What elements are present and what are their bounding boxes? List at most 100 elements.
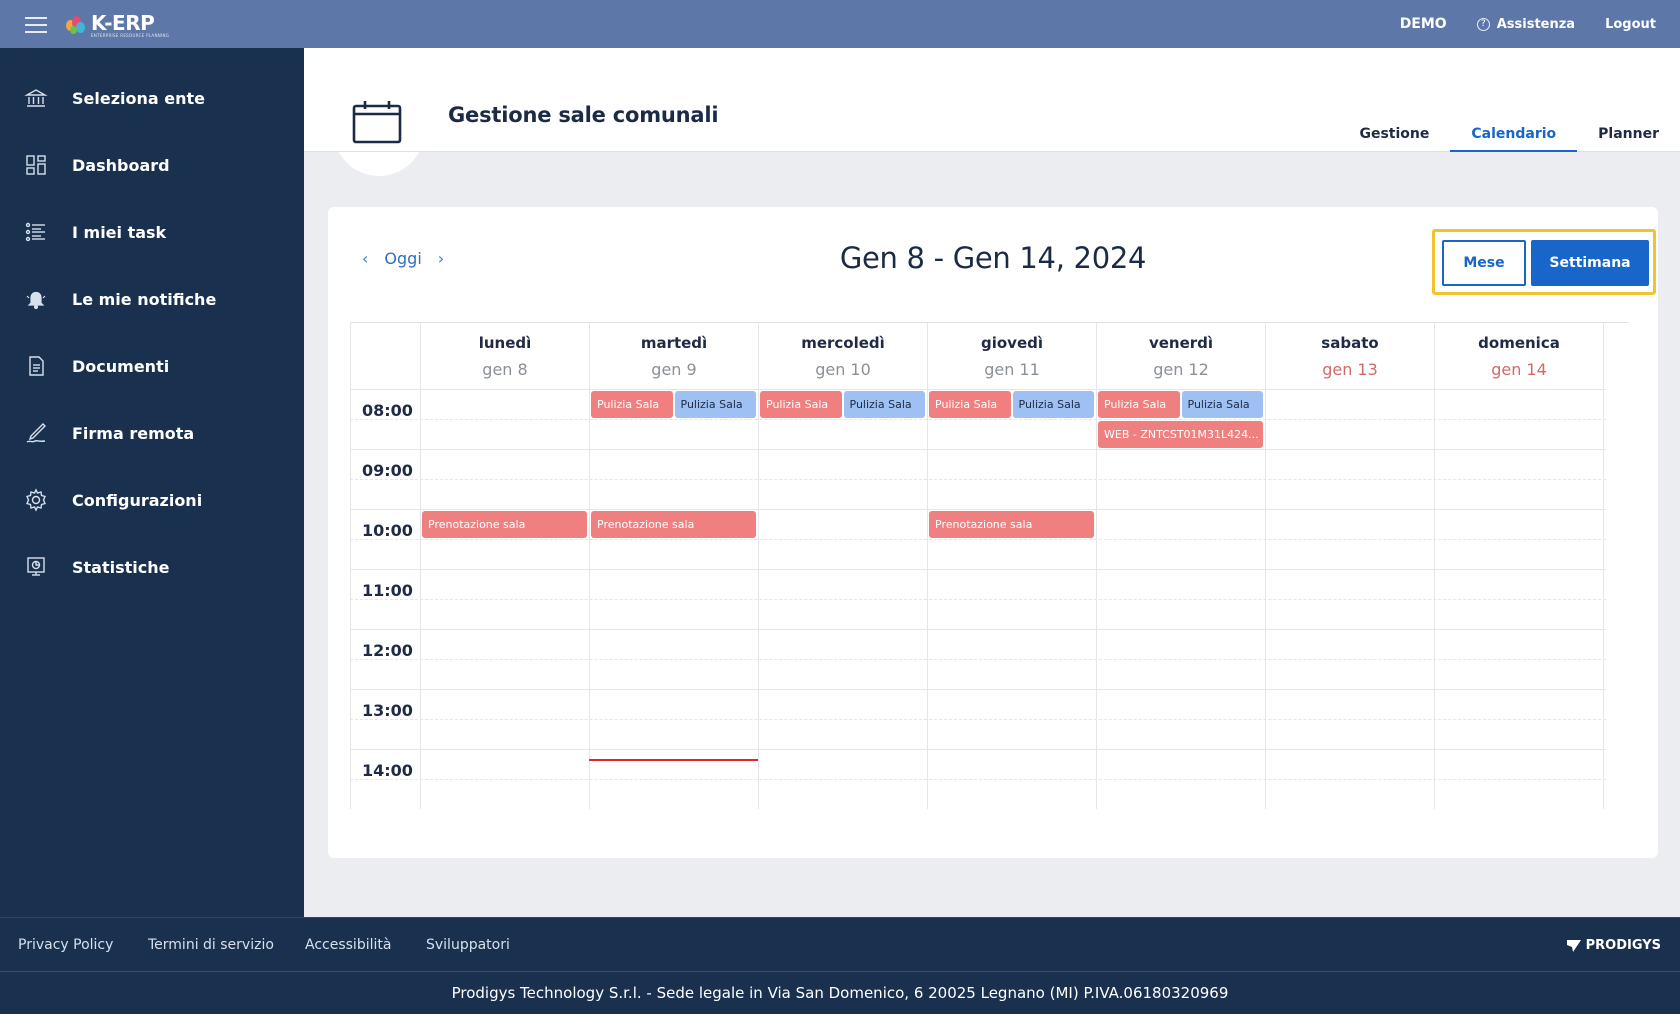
- day-column-divider: [1603, 322, 1604, 809]
- chevron-right-icon[interactable]: ›: [437, 249, 445, 268]
- brand-name: PRODIGYS: [1585, 938, 1661, 953]
- calendar-event[interactable]: Prenotazione sala: [929, 511, 1094, 538]
- month-view-button[interactable]: Mese: [1442, 240, 1526, 286]
- day-name: mercoledì: [801, 334, 885, 352]
- chevron-left-icon[interactable]: ‹: [362, 249, 369, 268]
- tab-calendario[interactable]: Calendario: [1450, 126, 1577, 152]
- time-label: 12:00: [362, 641, 413, 660]
- calendar-event[interactable]: Pulizia Sala: [929, 391, 1011, 418]
- day-column-divider: [1265, 322, 1266, 809]
- footer-link-developers[interactable]: Sviluppatori: [426, 937, 510, 953]
- day-date: gen 11: [984, 360, 1040, 379]
- sidebar-item-statistiche[interactable]: Statistiche: [0, 537, 304, 597]
- sidebar-item-label: Documenti: [72, 356, 170, 376]
- calendar-event[interactable]: Pulizia Sala: [843, 391, 925, 418]
- calendar-event[interactable]: Pulizia Sala: [674, 391, 756, 418]
- calendar-event[interactable]: Pulizia Sala: [1012, 391, 1094, 418]
- sidebar-item-i-miei-task[interactable]: I miei task: [0, 202, 304, 262]
- week-grid: lunedì gen 8 martedì gen 9 mercoledì gen…: [350, 322, 1628, 818]
- time-slot-row: [350, 659, 1606, 689]
- main-content: Gestione sale comunali Gestione Calendar…: [304, 48, 1680, 917]
- time-label: 11:00: [362, 581, 413, 600]
- grid-top-border: [350, 322, 1628, 323]
- time-slot-row: [350, 749, 1606, 779]
- time-label: 14:00: [362, 761, 413, 780]
- day-name: sabato: [1321, 334, 1379, 352]
- sidebar-item-documenti[interactable]: Documenti: [0, 336, 304, 396]
- calendar-event[interactable]: Pulizia Sala: [591, 391, 673, 418]
- prodigys-logo-icon: [1566, 939, 1581, 952]
- time-slot-row: [350, 509, 1606, 539]
- current-time-indicator: [589, 759, 758, 761]
- page-title: Gestione sale comunali: [448, 103, 719, 127]
- time-slot-row: [350, 449, 1606, 479]
- time-label: 13:00: [362, 701, 413, 720]
- bank-icon: [24, 89, 48, 107]
- day-date: gen 10: [815, 360, 871, 379]
- help-label: Assistenza: [1496, 16, 1576, 32]
- calendar-event[interactable]: WEB - ZNTCST01M31L424...: [1098, 421, 1263, 448]
- time-slot-row: [350, 719, 1606, 749]
- page-header: Gestione sale comunali Gestione Calendar…: [304, 48, 1680, 152]
- time-slot-row: [350, 599, 1606, 629]
- sidebar-item-dashboard[interactable]: Dashboard: [0, 135, 304, 195]
- calendar-event[interactable]: Pulizia Sala: [1181, 391, 1263, 418]
- sidebar-item-seleziona-ente[interactable]: Seleziona ente: [0, 68, 304, 128]
- footer-link-privacy[interactable]: Privacy Policy: [18, 937, 114, 953]
- hamburger-menu-icon[interactable]: [25, 17, 47, 33]
- document-icon: [29, 356, 44, 376]
- calendar-icon: [352, 101, 402, 144]
- sidebar-item-configurazioni[interactable]: Configurazioni: [0, 470, 304, 530]
- time-slot-row: [350, 419, 1606, 449]
- dashboard-icon: [26, 155, 46, 175]
- time-slot-row: [350, 389, 1606, 419]
- environment-label: DEMO: [1399, 16, 1447, 32]
- help-link[interactable]: ? Assistenza: [1476, 16, 1576, 32]
- tab-gestione[interactable]: Gestione: [1359, 126, 1430, 142]
- logo-title: K-ERP: [91, 11, 155, 35]
- calendar-event[interactable]: Pulizia Sala: [1098, 391, 1180, 418]
- footer-legal: Prodigys Technology S.r.l. - Sede legale…: [0, 971, 1680, 1014]
- day-name: giovedì: [980, 334, 1043, 352]
- day-name: martedì: [640, 334, 708, 352]
- logout-link[interactable]: Logout: [1605, 16, 1656, 32]
- week-view-button[interactable]: Settimana: [1531, 240, 1649, 286]
- time-slot-row: [350, 779, 1606, 809]
- day-date: gen 14: [1491, 360, 1547, 379]
- time-slot-row: [350, 689, 1606, 719]
- sidebar-item-le-mie-notifiche[interactable]: Le mie notifiche: [0, 269, 304, 329]
- day-header: venerdì gen 12: [1096, 322, 1265, 389]
- sidebar-item-label: Statistiche: [72, 557, 170, 577]
- footer-link-terms[interactable]: Termini di servizio: [148, 937, 274, 953]
- day-date: gen 9: [651, 360, 697, 379]
- day-date: gen 13: [1322, 360, 1378, 379]
- sidebar: Seleziona ente Dashboard I miei task Le …: [0, 48, 304, 917]
- sidebar-item-label: Le mie notifiche: [72, 289, 217, 309]
- footer-link-accessibility[interactable]: Accessibilità: [305, 937, 392, 953]
- calendar-event[interactable]: Pulizia Sala: [760, 391, 842, 418]
- day-name: venerdì: [1148, 334, 1214, 352]
- tab-planner[interactable]: Planner: [1598, 126, 1659, 142]
- today-button[interactable]: Oggi: [384, 249, 422, 268]
- calendar-event[interactable]: Prenotazione sala: [591, 511, 756, 538]
- day-column-divider: [758, 322, 759, 809]
- task-list-icon: [25, 222, 45, 242]
- presentation-icon: [27, 557, 45, 576]
- day-date: gen 12: [1153, 360, 1209, 379]
- day-header: lunedì gen 8: [420, 322, 589, 389]
- question-circle-icon: ?: [1476, 17, 1490, 31]
- calendar-event[interactable]: Prenotazione sala: [422, 511, 587, 538]
- app-logo[interactable]: K-ERP ENTERPRISE RESOURCE PLANNING: [64, 13, 169, 39]
- sidebar-item-firma-remota[interactable]: Firma remota: [0, 403, 304, 463]
- time-slot-row: [350, 569, 1606, 599]
- day-column-divider: [420, 322, 421, 809]
- day-column-divider: [1096, 322, 1097, 809]
- day-column-divider: [589, 322, 590, 809]
- time-slot-row: [350, 479, 1606, 509]
- time-label: 10:00: [362, 521, 413, 540]
- time-slot-row: [350, 539, 1606, 569]
- pen-icon: [26, 423, 46, 443]
- time-slot-row: [350, 629, 1606, 659]
- day-header: mercoledì gen 10: [758, 322, 927, 389]
- calendar-navigation: ‹ Oggi ›: [362, 249, 444, 268]
